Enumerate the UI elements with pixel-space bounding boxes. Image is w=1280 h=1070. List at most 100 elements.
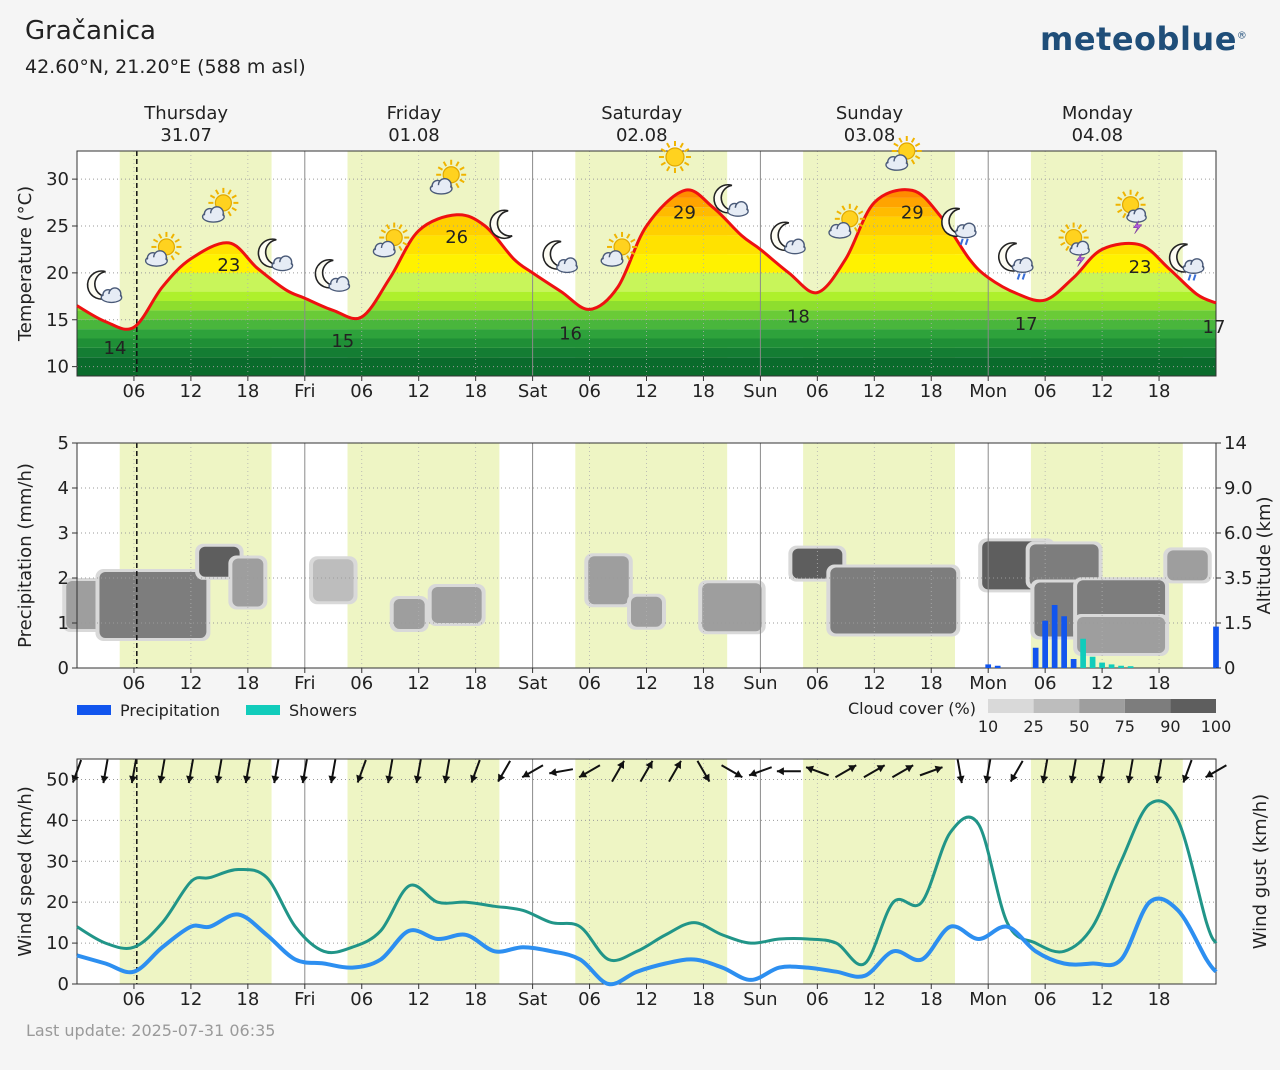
sun-ray — [1117, 196, 1123, 201]
temperature-band — [77, 301, 1216, 311]
temperature-label: 17 — [1203, 317, 1226, 338]
sun-ray — [613, 233, 618, 239]
x-tick-label: Sun — [743, 381, 777, 402]
sun-ray — [227, 189, 232, 195]
x-tick-label: 06 — [578, 381, 601, 402]
precipitation-legend: Precipitation Showers Cloud cover (%)10 25 5… — [77, 699, 1231, 736]
wind-direction-arrow — [299, 759, 308, 784]
sun-ray — [1060, 241, 1066, 246]
x-tick-label: 18 — [920, 989, 943, 1010]
y-tick-label: 1 — [58, 613, 69, 634]
cloud-fill — [374, 247, 395, 256]
x-tick-label: 18 — [1148, 381, 1171, 402]
x-tick-label: 18 — [920, 673, 943, 694]
y2-tick-label: 1.5 — [1224, 613, 1253, 634]
cloud-cover-legend-tick: 90 — [1160, 717, 1180, 736]
wind-arrow-head — [522, 770, 531, 778]
wind-direction-arrow — [186, 759, 194, 784]
wind-arrow-head — [243, 775, 251, 784]
cloud-cover-cell — [431, 587, 482, 623]
wind-direction-arrow — [863, 764, 886, 779]
x-tick-label: 06 — [1034, 673, 1057, 694]
cloud-fill — [829, 229, 850, 238]
cloud-fill — [557, 263, 577, 272]
cloud-cover-cell — [1077, 617, 1166, 653]
x-tick-label: 12 — [635, 381, 658, 402]
sun-ray — [459, 166, 465, 171]
x-tick-label: 06 — [350, 673, 373, 694]
x-tick-label: 18 — [464, 381, 487, 402]
sun-disc — [665, 147, 685, 167]
x-tick-label: 06 — [806, 673, 829, 694]
x-tick-label: 18 — [692, 673, 715, 694]
x-tick-label: 06 — [122, 381, 145, 402]
sun-ray — [684, 161, 690, 166]
sun-ray — [630, 251, 636, 256]
rain-drop — [1016, 273, 1021, 280]
sun-ray — [1081, 229, 1088, 234]
showers-bar — [1089, 656, 1096, 668]
wind-direction-arrow — [983, 759, 992, 784]
cloud-cover-legend-swatch — [988, 699, 1034, 713]
x-tick-label: 18 — [236, 989, 259, 1010]
wind-arrow-head — [905, 765, 914, 773]
y-tick-label: 10 — [46, 357, 69, 378]
wind-arrow-head — [1205, 770, 1214, 778]
x-tick-label: 06 — [350, 989, 373, 1010]
moon-icon — [489, 209, 513, 240]
sun-cloud-icon — [600, 231, 638, 267]
sun-ray — [630, 238, 636, 243]
moon-cloud-icon — [314, 259, 351, 292]
precipitation-legend-swatch — [77, 705, 111, 715]
wind-direction-arrow — [356, 759, 367, 783]
wind-arrow-head — [674, 760, 681, 769]
x-tick-label: Sat — [518, 989, 548, 1010]
precipitation-bar — [994, 665, 1001, 668]
cloud-fill — [602, 257, 622, 266]
cloud-cover-legend-tick: 50 — [1069, 717, 1089, 736]
wind-arrow-head — [806, 765, 815, 774]
temperature-label: 17 — [1015, 314, 1038, 335]
cloud-cover-legend-swatch — [1079, 699, 1125, 713]
sun-ray — [174, 238, 180, 243]
moon-rain-icon — [1168, 243, 1205, 281]
last-update: Last update: 2025-07-31 06:35 — [26, 1021, 276, 1040]
cloud-cover-legend-tick: 100 — [1201, 717, 1232, 736]
temperature-line — [76, 188, 1217, 331]
sun-ray — [910, 159, 916, 165]
brand-logo[interactable]: meteoblue® — [1040, 20, 1248, 58]
temperature-band — [77, 319, 1216, 330]
x-tick-label: Sat — [518, 673, 548, 694]
wind-direction-arrow — [1205, 764, 1227, 779]
cloud-cover-legend-swatch — [1033, 699, 1080, 713]
sun-icon — [658, 141, 691, 173]
y-tick-label: 25 — [46, 216, 69, 237]
temperature-label: 15 — [331, 331, 354, 352]
cloud-cover-cell — [588, 556, 629, 605]
y-tick-label: 0 — [58, 974, 69, 995]
daylight-band — [575, 759, 728, 984]
wind-direction-arrow — [328, 759, 337, 784]
precipitation-bar — [1061, 616, 1067, 668]
wind-arrow-head — [848, 765, 857, 773]
x-tick-label: Fri — [294, 989, 315, 1010]
rain-drop — [959, 238, 964, 246]
y-tick-label: 10 — [46, 933, 69, 954]
wind-direction-arrow — [214, 759, 223, 784]
wind-arrow-head — [749, 769, 758, 777]
temperature-label: 29 — [901, 202, 924, 223]
wind-direction-arrow — [470, 759, 481, 783]
wind-arrow-head — [956, 775, 965, 784]
sun-ray — [914, 155, 921, 160]
cloud-fill — [146, 257, 167, 266]
wind-gust-line — [76, 799, 1218, 967]
wind-arrow-head — [549, 768, 557, 777]
day-name: Saturday — [601, 103, 682, 124]
sun-cloud-icon — [372, 222, 410, 258]
cloud-fill — [431, 184, 452, 194]
cloud-cover-cell — [393, 599, 425, 629]
sun-ray — [215, 189, 220, 195]
y-axis-label: Wind speed (km/h) — [15, 786, 36, 957]
x-tick-label: 12 — [863, 381, 886, 402]
